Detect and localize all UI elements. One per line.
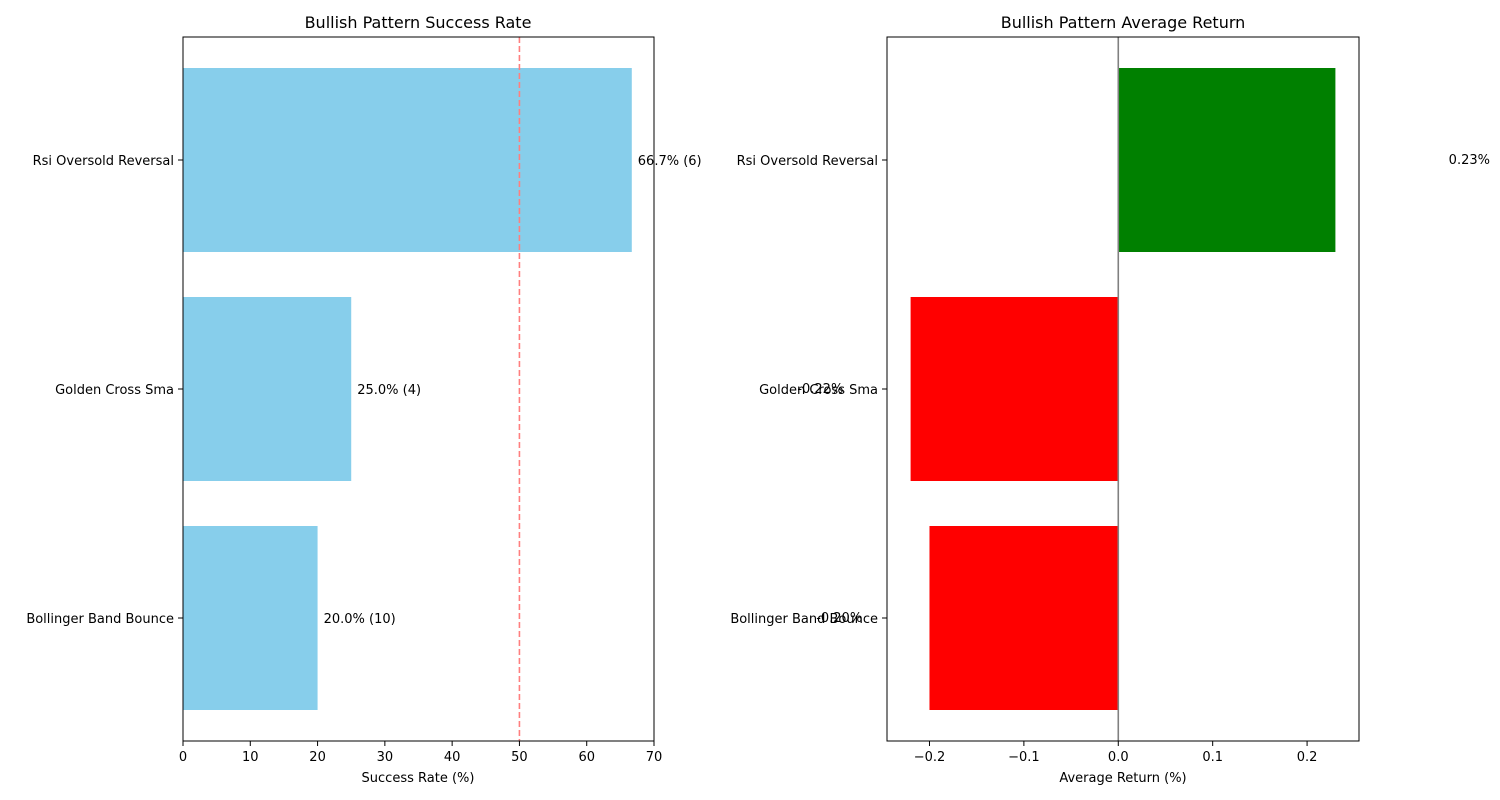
data-labels: 66.7% (6) 25.0% (4) 20.0% (10) xyxy=(324,154,702,627)
x-tick-label: 0.1 xyxy=(1202,750,1223,765)
x-tick-label: 70 xyxy=(646,750,663,765)
y-tick-label: Bollinger Band Bounce xyxy=(26,612,174,627)
bar xyxy=(183,297,352,481)
x-tick-label: 60 xyxy=(578,750,595,765)
x-tick-label: 20 xyxy=(309,750,326,765)
x-tick-label: 0.2 xyxy=(1297,750,1318,765)
bar xyxy=(183,68,632,252)
y-tick-label: Bollinger Band Bounce xyxy=(730,612,878,627)
data-label: -0.20% xyxy=(816,611,862,626)
data-label: -0.22% xyxy=(797,382,843,397)
x-tick-label: 10 xyxy=(242,750,259,765)
data-labels: 0.23% -0.22% -0.20% xyxy=(797,153,1490,626)
x-axis-label: Success Rate (%) xyxy=(362,771,475,786)
x-tick-label: 0.0 xyxy=(1108,750,1129,765)
chart-title: Bullish Pattern Average Return xyxy=(1001,13,1246,32)
x-axis: −0.2 −0.1 0.0 0.1 0.2 xyxy=(914,741,1318,765)
x-tick-label: −0.1 xyxy=(1008,750,1040,765)
y-axis: Rsi Oversold Reversal Golden Cross Sma Bol… xyxy=(730,154,887,627)
bar xyxy=(183,526,318,710)
y-tick-label: Rsi Oversold Reversal xyxy=(33,154,174,169)
bar-group xyxy=(910,68,1336,710)
y-tick-label: Golden Cross Sma xyxy=(759,383,878,398)
data-label: 66.7% (6) xyxy=(638,154,702,169)
y-axis: Rsi Oversold Reversal Golden Cross Sma Bol… xyxy=(26,154,183,627)
x-axis-label: Average Return (%) xyxy=(1059,771,1186,786)
bar xyxy=(1118,68,1336,252)
x-tick-label: 0 xyxy=(179,750,187,765)
y-tick-label: Rsi Oversold Reversal xyxy=(737,154,878,169)
data-label: 20.0% (10) xyxy=(324,612,396,627)
average-return-chart: Bullish Pattern Average Return Rsi Overs… xyxy=(730,13,1490,786)
bar-group xyxy=(183,68,632,710)
bar xyxy=(929,526,1119,710)
success-rate-chart: Bullish Pattern Success Rate Rsi Oversol… xyxy=(26,13,701,786)
chart-title: Bullish Pattern Success Rate xyxy=(305,13,532,32)
data-label: 25.0% (4) xyxy=(357,383,421,398)
x-tick-label: 40 xyxy=(444,750,461,765)
bar xyxy=(910,297,1119,481)
x-tick-label: 50 xyxy=(511,750,528,765)
x-axis: 0 10 20 30 40 50 60 70 xyxy=(179,741,662,765)
data-label: 0.23% xyxy=(1449,153,1490,168)
x-tick-label: −0.2 xyxy=(914,750,946,765)
y-tick-label: Golden Cross Sma xyxy=(55,383,174,398)
x-tick-label: 30 xyxy=(377,750,394,765)
